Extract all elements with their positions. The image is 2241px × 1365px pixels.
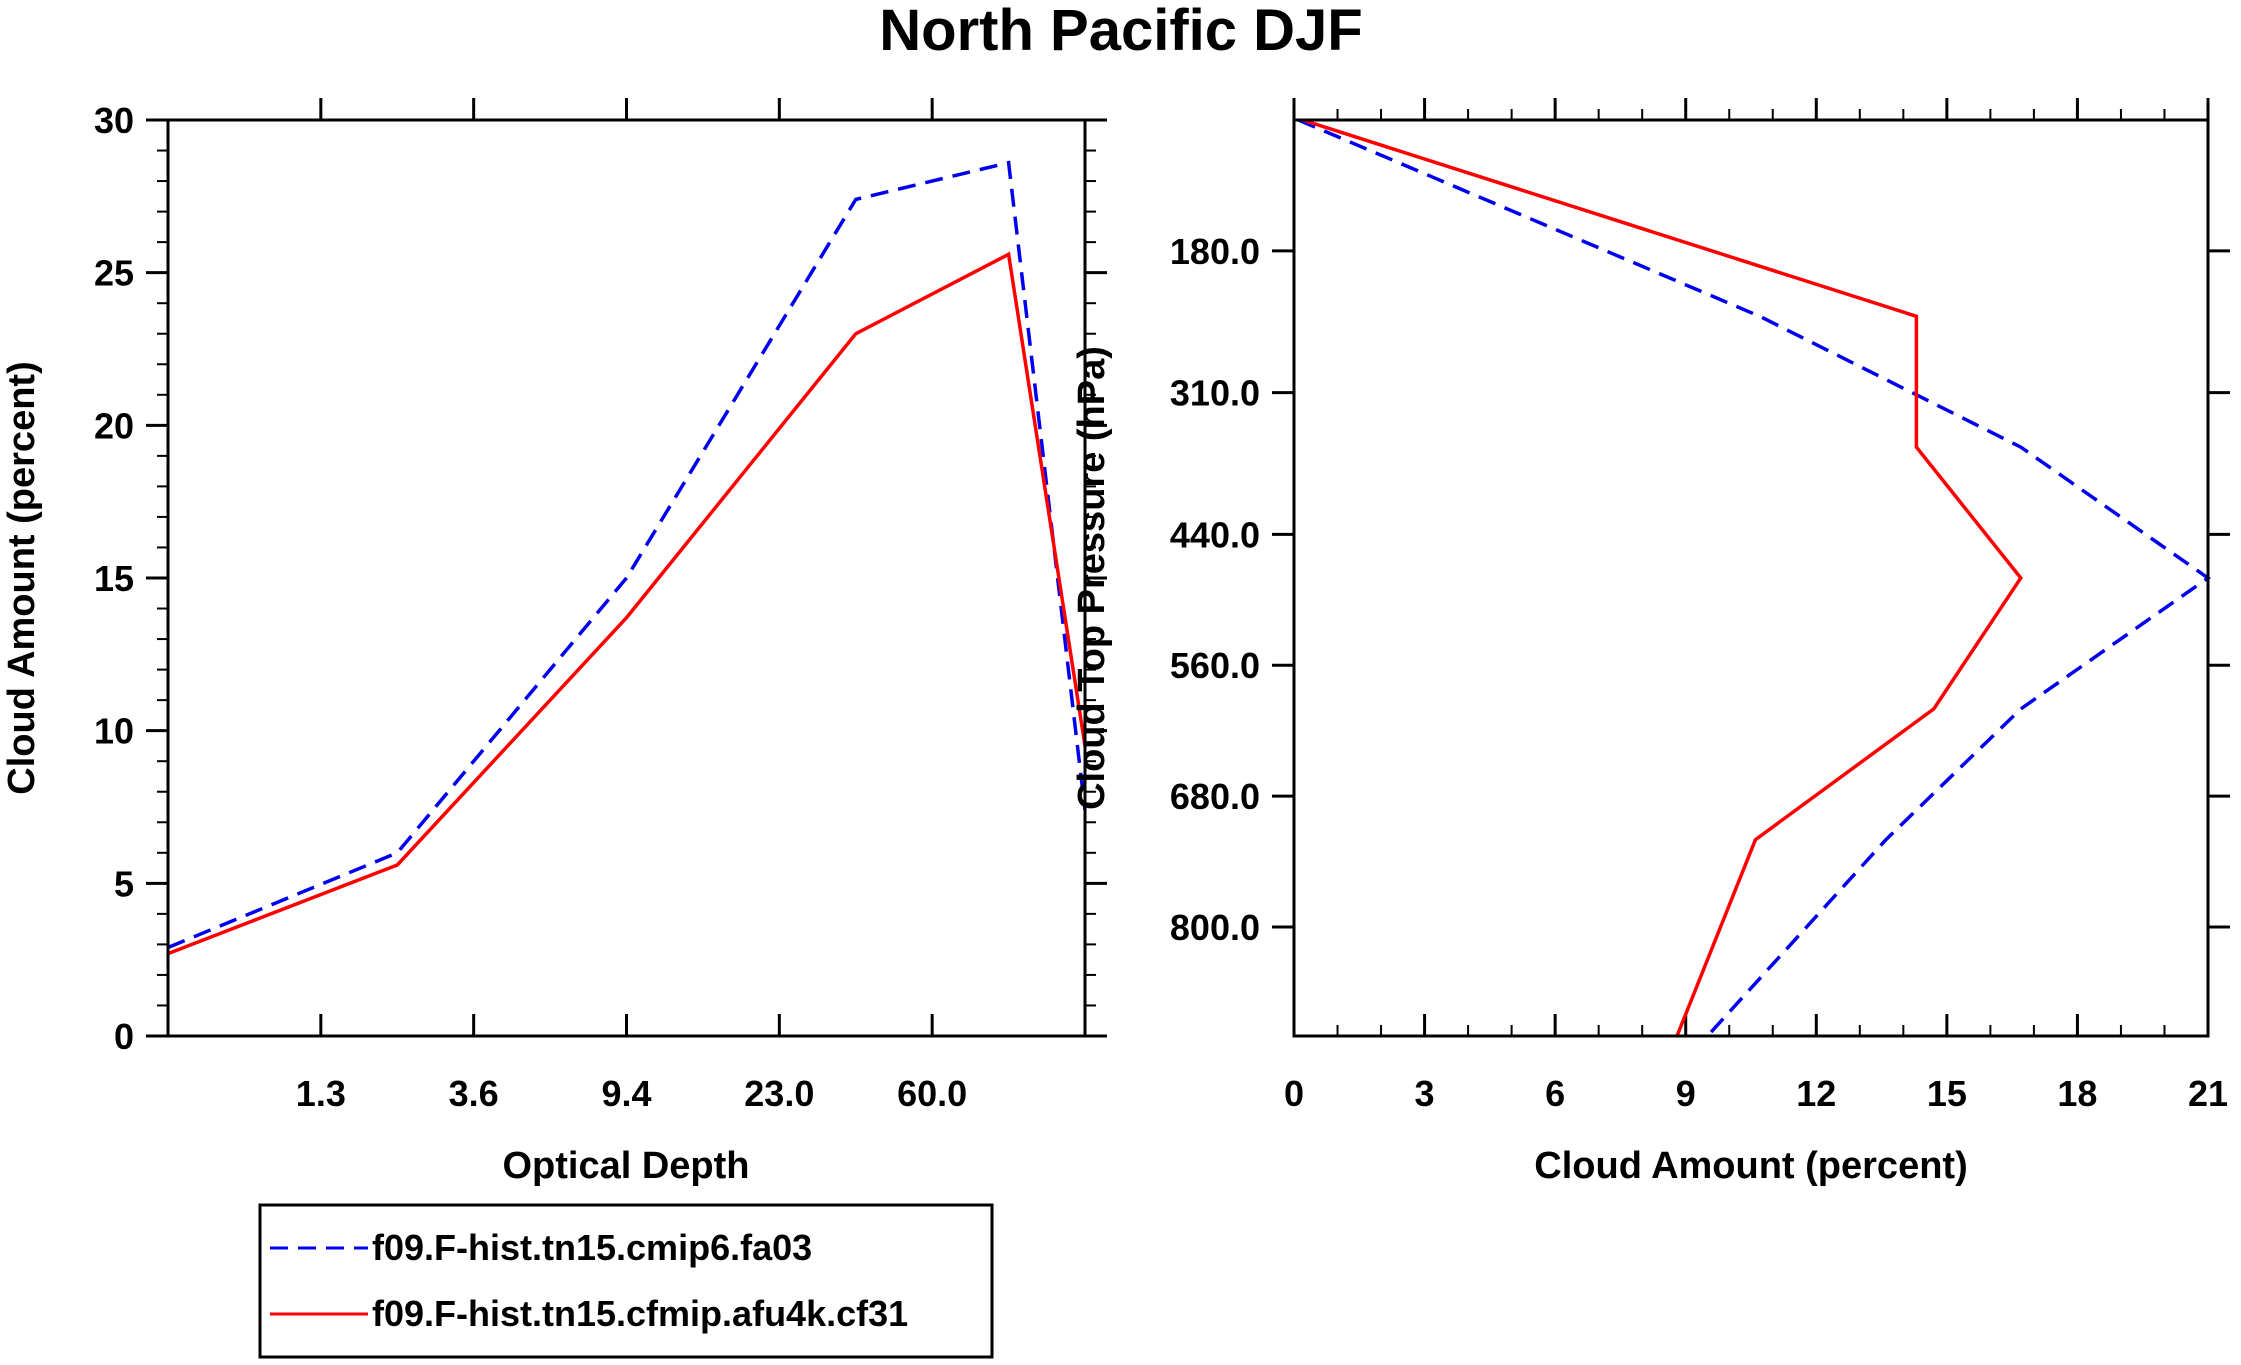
right-x-tick-label: 0 xyxy=(1284,1073,1304,1114)
left-y-tick-label: 15 xyxy=(94,558,134,599)
left-x-tick-label: 1.3 xyxy=(296,1073,346,1114)
left-y-tick-label: 30 xyxy=(94,100,134,141)
right-series-line-cmip6 xyxy=(1297,118,2212,1038)
figure-title: North Pacific DJF xyxy=(879,0,1362,63)
left-chart-panel: 1.3 3.6 9.4 23.0 60.0 0 5 10 15 20 25 30 Optical De… xyxy=(1,98,1107,1187)
legend-label-afu4k: f09.F-hist.tn15.cfmip.afu4k.cf31 xyxy=(372,1293,908,1334)
left-series-line-afu4k xyxy=(167,251,1087,956)
right-y-tick-label: 180.0 xyxy=(1170,231,1260,272)
left-y-tick-label: 20 xyxy=(94,405,134,446)
left-x-axis-label: Optical Depth xyxy=(502,1145,749,1187)
right-y-tick-label: 310.0 xyxy=(1170,373,1260,414)
right-y-tick-label: 800.0 xyxy=(1170,907,1260,948)
left-series-line-cmip6 xyxy=(167,160,1087,950)
left-y-tick-label: 5 xyxy=(114,863,134,904)
left-y-tick-label: 0 xyxy=(114,1016,134,1057)
right-x-tick-label: 15 xyxy=(1927,1073,1967,1114)
left-y-tick-label: 25 xyxy=(94,253,134,294)
right-y-tick-label: 560.0 xyxy=(1170,645,1260,686)
left-x-tick-label: 23.0 xyxy=(744,1073,814,1114)
right-y-tick-label: 680.0 xyxy=(1170,776,1260,817)
left-y-axis-label: Cloud Amount (percent) xyxy=(1,361,43,794)
legend-frame xyxy=(258,1203,994,1359)
left-x-tick-label: 60.0 xyxy=(897,1073,967,1114)
right-x-tick-label: 3 xyxy=(1415,1073,1435,1114)
right-series-line-afu4k xyxy=(1302,118,2023,1037)
left-x-tick-label: 3.6 xyxy=(449,1073,499,1114)
right-plot-frame xyxy=(1292,118,2210,1038)
right-x-tick-label: 6 xyxy=(1545,1073,1565,1114)
right-x-tick-label: 18 xyxy=(2057,1073,2097,1114)
right-chart-panel: 0 3 6 9 12 15 18 21 180.0 310.0 440.0 560.0 680.0 800… xyxy=(1071,98,2230,1187)
left-y-tick-label: 10 xyxy=(94,711,134,752)
legend-label-cmip6: f09.F-hist.tn15.cmip6.fa03 xyxy=(372,1227,812,1268)
right-x-tick-label: 9 xyxy=(1676,1073,1696,1114)
right-x-tick-label: 12 xyxy=(1796,1073,1836,1114)
left-plot-frame xyxy=(166,118,1087,1038)
left-x-tick-label: 9.4 xyxy=(601,1073,651,1114)
right-x-axis-label: Cloud Amount (percent) xyxy=(1534,1145,1967,1187)
right-y-axis-label: Cloud Top Pressure (hPa) xyxy=(1071,346,1113,810)
right-y-tick-label: 440.0 xyxy=(1170,514,1260,555)
right-x-tick-label: 21 xyxy=(2188,1073,2228,1114)
legend-box: f09.F-hist.tn15.cmip6.fa03 f09.F-hist.tn… xyxy=(258,1203,994,1359)
